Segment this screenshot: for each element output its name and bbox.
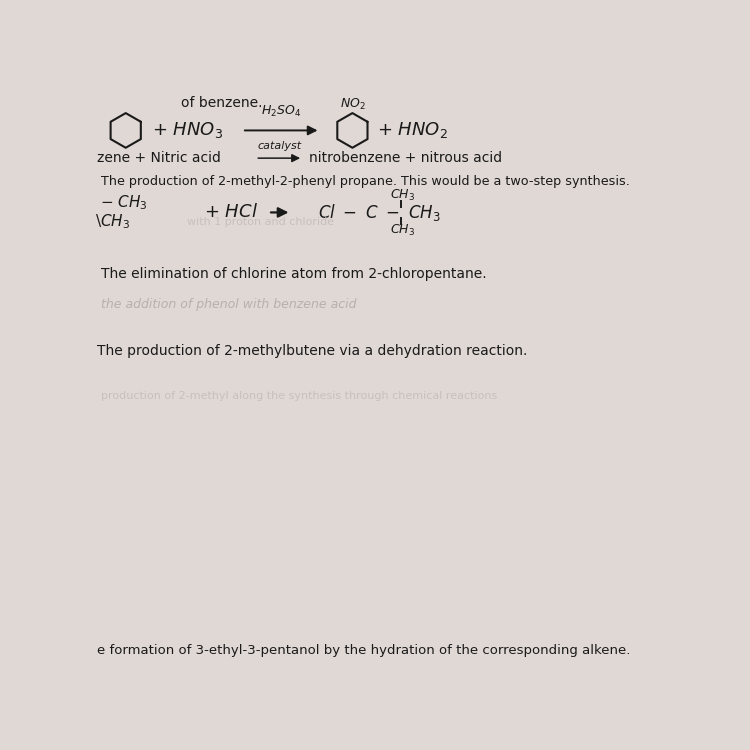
Text: of benzene.: of benzene. (181, 96, 262, 109)
Text: nitrobenzene + nitrous acid: nitrobenzene + nitrous acid (309, 152, 502, 165)
Text: $H_2SO_4$: $H_2SO_4$ (261, 104, 301, 118)
Text: $+\ HNO_2$: $+\ HNO_2$ (377, 121, 448, 140)
Text: catalyst: catalyst (257, 141, 302, 151)
Text: $+\ HCl$: $+\ HCl$ (204, 203, 258, 221)
Text: $CH_3$: $CH_3$ (390, 188, 416, 202)
Text: $Cl\ -\ C\ -\ CH_3$: $Cl\ -\ C\ -\ CH_3$ (317, 202, 440, 223)
Text: $-\ CH_3$: $-\ CH_3$ (100, 194, 147, 212)
Text: $CH_3$: $CH_3$ (390, 224, 416, 238)
Text: with 1 proton and chloride: with 1 proton and chloride (187, 217, 334, 226)
Text: The production of 2-methyl-2-phenyl propane. This would be a two-step synthesis.: The production of 2-methyl-2-phenyl prop… (100, 175, 629, 188)
Text: $+\ HNO_3$: $+\ HNO_3$ (152, 121, 223, 140)
Text: $\backslash CH_3$: $\backslash CH_3$ (95, 212, 130, 231)
Text: the addition of phenol with benzene acid: the addition of phenol with benzene acid (100, 298, 356, 311)
Text: $NO_2$: $NO_2$ (340, 97, 365, 112)
Text: e formation of 3-ethyl-3-pentanol by the hydration of the corresponding alkene.: e formation of 3-ethyl-3-pentanol by the… (97, 644, 630, 657)
Text: The elimination of chlorine atom from 2-chloropentane.: The elimination of chlorine atom from 2-… (100, 267, 486, 280)
Text: production of 2-methyl along the synthesis through chemical reactions: production of 2-methyl along the synthes… (100, 391, 497, 401)
Text: The production of 2-methylbutene via a dehydration reaction.: The production of 2-methylbutene via a d… (97, 344, 527, 358)
Text: zene + Nitric acid: zene + Nitric acid (97, 152, 220, 165)
